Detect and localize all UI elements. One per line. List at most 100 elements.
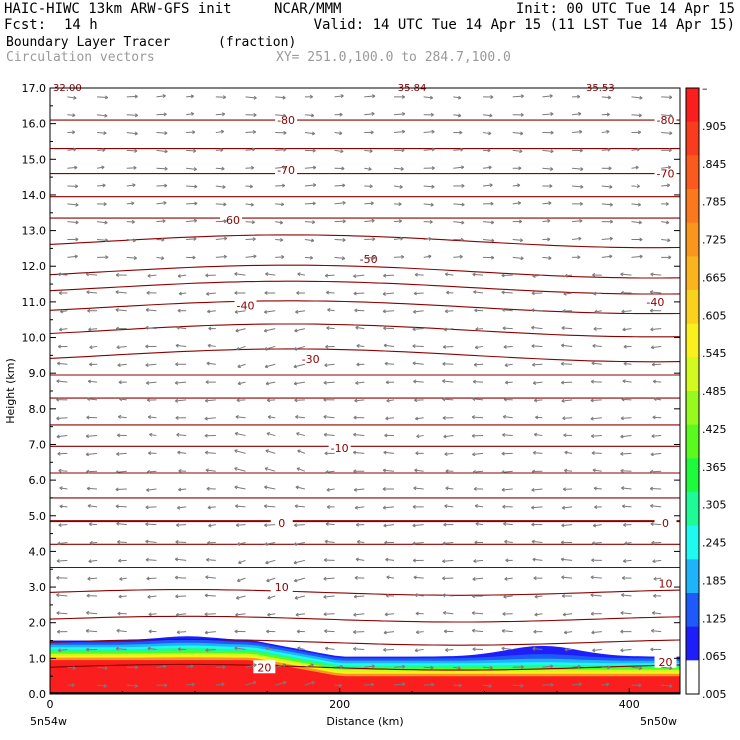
vector-arrowhead: [609, 184, 613, 189]
vector-arrow: [446, 291, 454, 294]
vector-arrowhead: [294, 398, 298, 403]
vector-arrow: [453, 256, 463, 258]
vector-arrowhead: [413, 575, 417, 580]
vector-arrow: [97, 114, 108, 117]
vector-arrow: [207, 344, 216, 347]
vector-arrow: [531, 326, 543, 330]
vector-arrowhead: [520, 683, 524, 688]
vector-arrow: [532, 648, 543, 650]
vector-arrowhead: [637, 202, 642, 207]
colorbar-label-3: .785: [702, 196, 727, 209]
vector-arrowhead: [104, 95, 109, 100]
vector-arrowhead: [383, 326, 387, 331]
vector-arrowhead: [134, 148, 138, 153]
vector-arrow: [504, 363, 513, 366]
vector-arrow: [186, 113, 194, 116]
vector-arrow: [564, 469, 573, 472]
vector-arrow: [482, 221, 494, 224]
vector-arrowhead: [163, 112, 167, 117]
vector-arrowhead: [385, 416, 389, 421]
vector-arrowhead: [532, 646, 536, 651]
vector-arrowhead: [206, 557, 210, 562]
vector-arrowhead: [442, 361, 446, 366]
vector-arrow: [561, 344, 573, 347]
vector-arrowhead: [502, 504, 506, 509]
vector-arrow: [353, 631, 365, 633]
vector-arrowhead: [267, 415, 272, 419]
vector-arrowhead: [416, 434, 420, 439]
vector-arrow: [206, 362, 216, 365]
vector-arrowhead: [293, 346, 298, 351]
vector-arrowhead: [564, 273, 568, 278]
vector-arrow: [275, 239, 283, 241]
vector-arrow: [622, 505, 632, 508]
vector-arrowhead: [564, 647, 568, 652]
vector-arrow: [323, 613, 335, 615]
vector-arrowhead: [560, 557, 565, 562]
vector-arrowhead: [383, 523, 387, 528]
vector-arrowhead: [371, 218, 375, 223]
vector-arrow: [620, 612, 632, 615]
vector-arrowhead: [204, 416, 208, 421]
vector-arrow: [245, 255, 257, 258]
vector-arrowhead: [326, 487, 330, 492]
vector-arrowhead: [592, 468, 596, 473]
vector-arrowhead: [502, 432, 506, 437]
vector-arrow: [176, 434, 187, 437]
vector-arrowhead: [649, 486, 654, 491]
vector-arrow: [355, 326, 365, 330]
vector-arrowhead: [399, 236, 404, 241]
vector-arrow: [235, 416, 246, 419]
vector-arrowhead: [234, 272, 238, 276]
isotherm-label-bg-12: [270, 580, 293, 594]
vector-arrowhead: [475, 522, 479, 526]
vector-arrowhead: [446, 290, 450, 295]
vector-arrow: [482, 166, 492, 169]
vector-arrow: [264, 310, 276, 313]
vector-arrowhead: [370, 130, 374, 135]
vector-arrowhead: [459, 254, 463, 259]
vector-arrowhead: [205, 648, 209, 653]
vector-arrow: [147, 647, 157, 650]
vector-arrowhead: [414, 593, 418, 598]
vector-arrowhead: [236, 398, 240, 403]
cross-section-xy: XY= 251.0,100.0 to 284.7,100.0: [276, 50, 511, 65]
vector-arrow: [453, 221, 465, 224]
vector-arrow: [423, 148, 435, 151]
vector-arrowhead: [234, 309, 238, 314]
vector-arrowhead: [133, 256, 137, 260]
vector-arrow: [87, 577, 98, 580]
vector-arrowhead: [265, 272, 269, 276]
vector-arrowhead: [414, 398, 418, 403]
isotherm-label-12: 10: [275, 581, 289, 594]
vector-arrowhead: [548, 256, 552, 260]
vector-arrowhead: [593, 291, 597, 296]
vector-arrowhead: [297, 272, 301, 277]
vector-arrowhead: [549, 664, 554, 669]
vector-arrowhead: [504, 363, 508, 368]
vector-arrowhead: [592, 523, 597, 528]
vector-arrowhead: [57, 451, 61, 456]
vector-arrowhead: [594, 505, 598, 510]
vector-arrow: [297, 647, 306, 650]
vector-arrow: [234, 432, 246, 437]
isotherm-label-8: -30: [302, 353, 320, 366]
vector-arrow: [237, 363, 246, 368]
vector-arrowhead: [442, 379, 446, 384]
vector-arrow: [323, 595, 335, 598]
vector-arrow: [323, 577, 335, 580]
vector-arrowhead: [266, 629, 270, 634]
vector-arrow: [651, 435, 662, 437]
vector-arrowhead: [58, 327, 63, 332]
vector-arrowhead: [489, 665, 493, 670]
vector-arrow: [601, 130, 610, 134]
vector-arrowhead: [650, 452, 654, 457]
vector-arrow: [237, 542, 246, 545]
vector-arrowhead: [236, 542, 241, 546]
vector-arrow: [293, 559, 306, 564]
vector-arrowhead: [58, 523, 62, 528]
vector-arrow: [325, 470, 335, 473]
vector-arrow: [145, 559, 157, 561]
vector-arrow: [442, 380, 454, 383]
vector-arrowhead: [471, 433, 475, 438]
